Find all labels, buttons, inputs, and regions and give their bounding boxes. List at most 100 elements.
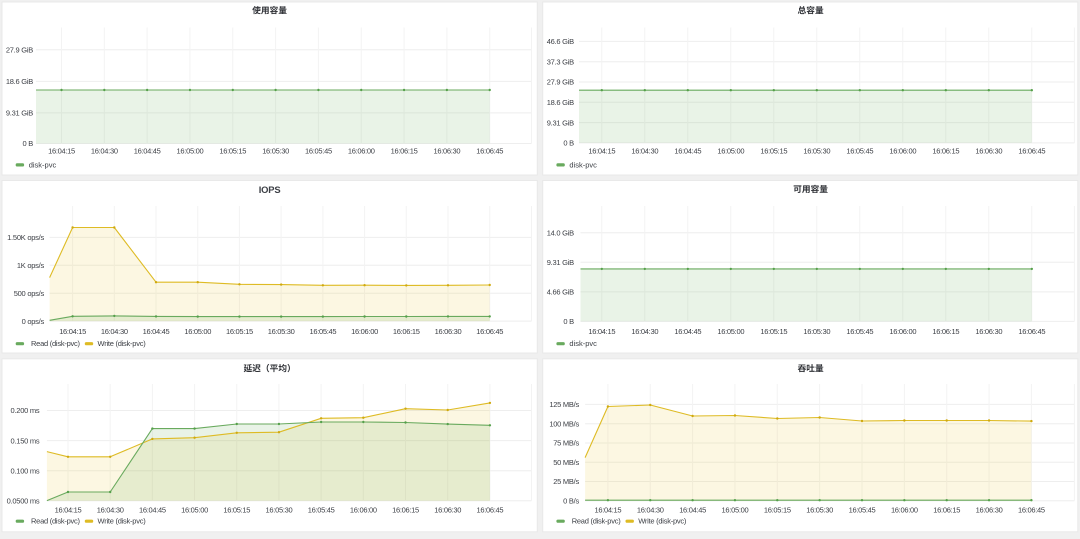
svg-text:16:06:45: 16:06:45: [1018, 506, 1045, 515]
svg-text:16:05:30: 16:05:30: [803, 147, 830, 156]
svg-text:16:05:30: 16:05:30: [803, 327, 830, 336]
svg-text:0.200 ms: 0.200 ms: [11, 406, 40, 415]
svg-text:1K ops/s: 1K ops/s: [17, 261, 45, 270]
svg-text:16:05:15: 16:05:15: [760, 147, 787, 156]
svg-text:16:04:15: 16:04:15: [588, 147, 615, 156]
svg-text:0 B: 0 B: [563, 317, 574, 326]
svg-text:46.6 GiB: 46.6 GiB: [547, 37, 574, 46]
svg-text:16:04:15: 16:04:15: [588, 327, 615, 336]
svg-text:16:04:15: 16:04:15: [595, 506, 622, 515]
svg-text:16:05:45: 16:05:45: [849, 506, 876, 515]
svg-text:IOPS: IOPS: [259, 184, 281, 195]
svg-text:16:05:15: 16:05:15: [226, 327, 253, 336]
svg-text:9.31 GiB: 9.31 GiB: [6, 109, 33, 118]
svg-text:16:06:30: 16:06:30: [975, 147, 1002, 156]
svg-text:16:04:30: 16:04:30: [631, 327, 658, 336]
svg-text:100 MB/s: 100 MB/s: [549, 419, 579, 428]
svg-text:16:06:00: 16:06:00: [891, 506, 918, 515]
svg-text:18.6 GiB: 18.6 GiB: [6, 77, 33, 86]
svg-text:16:06:30: 16:06:30: [435, 327, 462, 336]
svg-text:16:04:45: 16:04:45: [674, 147, 701, 156]
svg-text:16:04:15: 16:04:15: [59, 327, 86, 336]
svg-text:16:05:45: 16:05:45: [308, 506, 335, 515]
svg-text:0.150 ms: 0.150 ms: [11, 436, 40, 445]
svg-text:16:05:00: 16:05:00: [177, 147, 204, 156]
svg-text:16:05:15: 16:05:15: [223, 506, 250, 515]
svg-text:16:04:30: 16:04:30: [91, 147, 118, 156]
svg-text:16:05:30: 16:05:30: [806, 506, 833, 515]
svg-text:75 MB/s: 75 MB/s: [553, 439, 579, 448]
svg-text:16:06:30: 16:06:30: [975, 327, 1002, 336]
svg-text:1.50K ops/s: 1.50K ops/s: [7, 233, 44, 242]
svg-text:0 B: 0 B: [563, 139, 574, 148]
svg-text:16:05:30: 16:05:30: [262, 147, 289, 156]
svg-text:16:06:00: 16:06:00: [889, 147, 916, 156]
svg-text:16:04:45: 16:04:45: [139, 506, 166, 515]
svg-text:9.31 GiB: 9.31 GiB: [547, 258, 574, 267]
svg-text:16:06:45: 16:06:45: [476, 327, 503, 336]
svg-text:16:04:45: 16:04:45: [679, 506, 706, 515]
svg-text:0 B/s: 0 B/s: [563, 496, 579, 505]
svg-text:16:04:30: 16:04:30: [631, 147, 658, 156]
svg-text:16:06:15: 16:06:15: [933, 506, 960, 515]
svg-text:37.3 GiB: 37.3 GiB: [547, 57, 574, 66]
svg-text:16:05:00: 16:05:00: [181, 506, 208, 515]
svg-text:16:05:00: 16:05:00: [717, 327, 744, 336]
svg-text:50 MB/s: 50 MB/s: [553, 458, 579, 467]
svg-text:disk-pvc: disk-pvc: [29, 160, 57, 169]
svg-text:16:04:15: 16:04:15: [48, 147, 75, 156]
svg-text:Read (disk-pvc): Read (disk-pvc): [572, 517, 622, 526]
svg-text:16:05:00: 16:05:00: [184, 327, 211, 336]
svg-text:16:04:15: 16:04:15: [55, 506, 82, 515]
svg-text:16:06:15: 16:06:15: [391, 147, 418, 156]
svg-text:16:06:45: 16:06:45: [1018, 327, 1045, 336]
svg-text:27.9 GiB: 27.9 GiB: [6, 46, 33, 55]
svg-text:16:05:00: 16:05:00: [717, 147, 744, 156]
svg-text:Write (disk-pvc): Write (disk-pvc): [638, 517, 687, 526]
svg-text:16:06:15: 16:06:15: [393, 327, 420, 336]
svg-text:16:06:30: 16:06:30: [434, 506, 461, 515]
svg-text:16:06:15: 16:06:15: [392, 506, 419, 515]
svg-text:Write (disk-pvc): Write (disk-pvc): [98, 339, 147, 348]
svg-text:16:06:30: 16:06:30: [976, 506, 1003, 515]
svg-text:Read (disk-pvc): Read (disk-pvc): [31, 517, 81, 526]
svg-text:16:04:45: 16:04:45: [674, 327, 701, 336]
svg-text:9.31 GiB: 9.31 GiB: [547, 118, 574, 127]
svg-text:16:04:30: 16:04:30: [637, 506, 664, 515]
svg-text:Read (disk-pvc): Read (disk-pvc): [31, 339, 81, 348]
svg-text:Write (disk-pvc): Write (disk-pvc): [98, 517, 147, 526]
svg-text:27.9 GiB: 27.9 GiB: [547, 78, 574, 87]
svg-text:16:04:45: 16:04:45: [143, 327, 170, 336]
svg-text:16:05:15: 16:05:15: [764, 506, 791, 515]
svg-text:16:06:00: 16:06:00: [348, 147, 375, 156]
svg-text:16:04:45: 16:04:45: [134, 147, 161, 156]
svg-text:16:06:45: 16:06:45: [477, 506, 504, 515]
svg-text:16:06:30: 16:06:30: [433, 147, 460, 156]
svg-text:16:06:15: 16:06:15: [932, 147, 959, 156]
svg-text:disk-pvc: disk-pvc: [569, 339, 597, 348]
svg-text:16:06:00: 16:06:00: [351, 327, 378, 336]
svg-text:16:05:45: 16:05:45: [305, 147, 332, 156]
svg-text:4.66 GiB: 4.66 GiB: [547, 288, 574, 297]
svg-text:16:05:15: 16:05:15: [760, 327, 787, 336]
svg-text:16:06:45: 16:06:45: [1018, 147, 1045, 156]
svg-text:16:05:30: 16:05:30: [266, 506, 293, 515]
svg-text:16:05:00: 16:05:00: [722, 506, 749, 515]
svg-text:16:06:45: 16:06:45: [476, 147, 503, 156]
svg-text:25 MB/s: 25 MB/s: [553, 477, 579, 486]
svg-text:16:05:15: 16:05:15: [219, 147, 246, 156]
svg-text:16:06:15: 16:06:15: [932, 327, 959, 336]
svg-text:18.6 GiB: 18.6 GiB: [547, 98, 574, 107]
svg-text:16:04:30: 16:04:30: [97, 506, 124, 515]
svg-text:disk-pvc: disk-pvc: [569, 160, 597, 169]
svg-text:16:05:45: 16:05:45: [846, 147, 873, 156]
svg-text:125 MB/s: 125 MB/s: [549, 400, 579, 409]
svg-text:14.0 GiB: 14.0 GiB: [547, 229, 574, 238]
svg-text:0 B: 0 B: [22, 139, 33, 148]
svg-text:0.0500 ms: 0.0500 ms: [7, 497, 40, 506]
svg-text:0 ops/s: 0 ops/s: [22, 317, 45, 326]
svg-text:16:06:00: 16:06:00: [350, 506, 377, 515]
svg-text:0.100 ms: 0.100 ms: [11, 467, 40, 476]
svg-text:16:06:00: 16:06:00: [889, 327, 916, 336]
svg-text:16:04:30: 16:04:30: [101, 327, 128, 336]
